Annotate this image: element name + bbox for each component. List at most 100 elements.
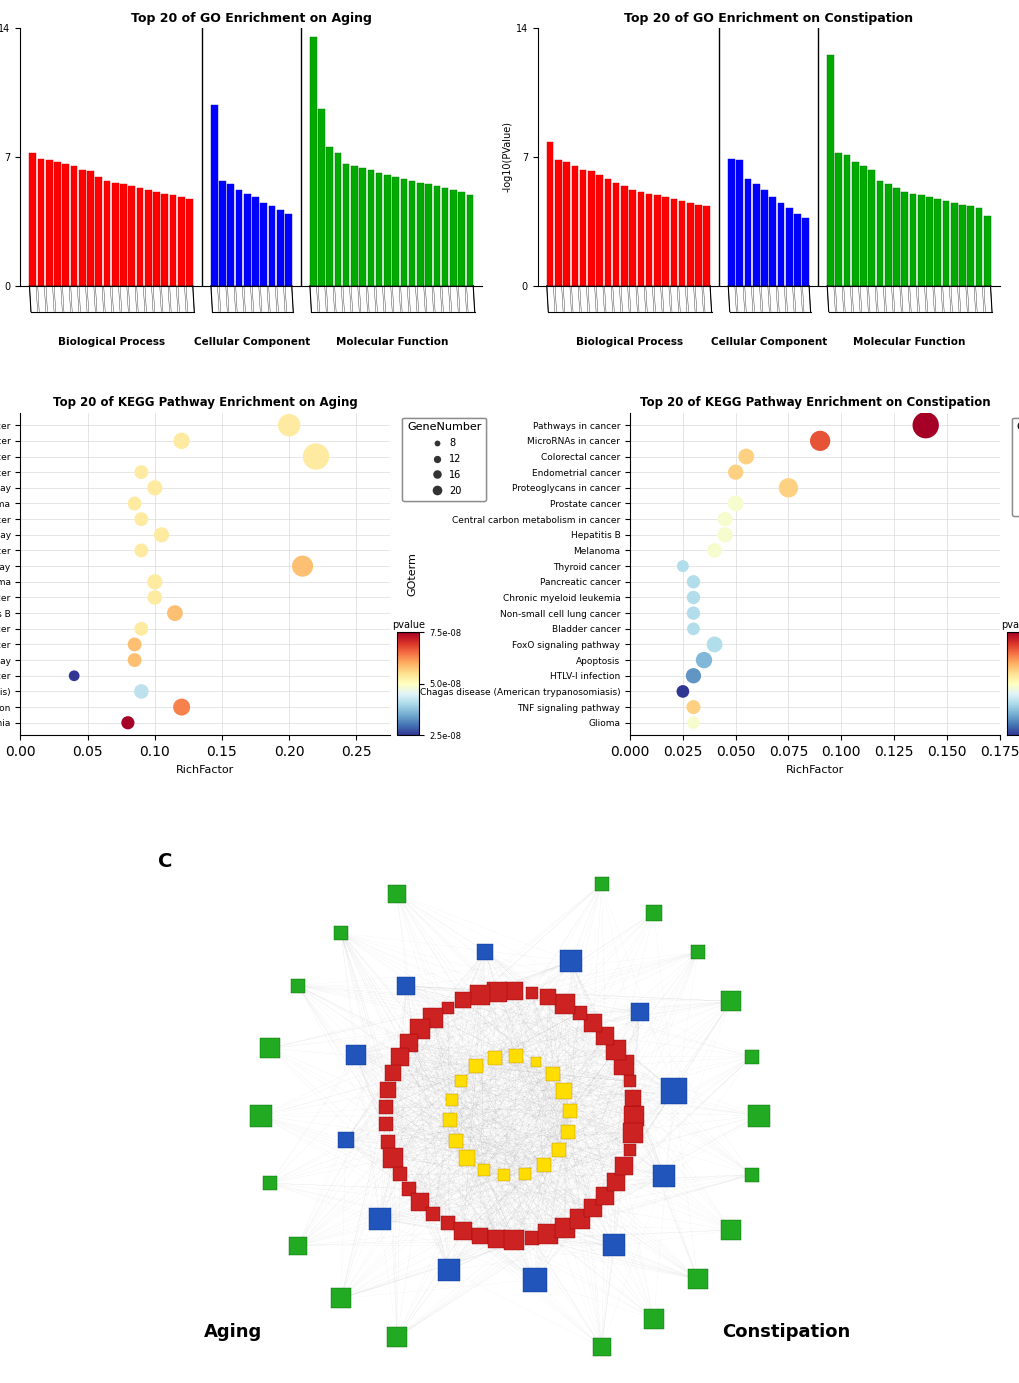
Point [391, 1046, 408, 1068]
Point [384, 1062, 400, 1084]
Point [119, 712, 136, 734]
Point [471, 1225, 487, 1247]
Bar [359, 167, 366, 286]
Point [674, 680, 690, 703]
Point [685, 571, 701, 593]
Point [706, 633, 722, 656]
Bar [752, 184, 759, 286]
Bar [867, 170, 874, 286]
Bar [227, 184, 233, 286]
Point [380, 1130, 396, 1152]
Point [441, 1259, 458, 1281]
Point [685, 602, 701, 624]
Bar [285, 214, 291, 286]
Bar [776, 203, 784, 286]
Bar [211, 105, 217, 286]
Point [738, 445, 754, 467]
Bar [318, 109, 324, 286]
Bar [596, 176, 602, 286]
Bar [186, 199, 193, 286]
Point [517, 1163, 533, 1185]
Point [596, 1025, 612, 1047]
Point [743, 1046, 759, 1068]
Point [332, 922, 348, 945]
Bar [137, 188, 143, 286]
Point [126, 649, 143, 671]
Point [384, 1147, 400, 1169]
Point [727, 492, 743, 514]
Text: Biological Process: Biological Process [575, 337, 682, 347]
Bar [678, 201, 685, 286]
Point [253, 1105, 269, 1127]
Bar [145, 189, 152, 286]
Bar [96, 177, 102, 286]
Bar [433, 187, 440, 286]
Bar [219, 181, 225, 286]
Point [459, 1147, 475, 1169]
Point [289, 1235, 306, 1257]
Point [439, 1213, 455, 1235]
Bar [695, 205, 701, 286]
Point [454, 989, 471, 1011]
Point [561, 950, 578, 972]
Point [133, 539, 150, 561]
Title: Top 20 of KEGG Pathway Enrichment on Constipation: Top 20 of KEGG Pathway Enrichment on Con… [639, 396, 989, 409]
Point [685, 618, 701, 640]
Point [716, 508, 733, 530]
Point [614, 1155, 631, 1177]
Point [153, 524, 169, 546]
Bar [177, 198, 184, 286]
Point [280, 414, 297, 436]
Text: Cellular Component: Cellular Component [710, 337, 826, 347]
Text: Biological Process: Biological Process [58, 337, 165, 347]
Point [722, 1218, 739, 1241]
Point [372, 1209, 388, 1231]
Point [412, 1191, 428, 1213]
Bar [794, 214, 800, 286]
Bar [621, 187, 627, 286]
Point [388, 1326, 405, 1348]
Bar [744, 178, 751, 286]
Point [412, 1018, 428, 1040]
Title: Top 20 of GO Enrichment on Aging: Top 20 of GO Enrichment on Aging [130, 12, 371, 25]
Bar [310, 37, 316, 286]
Point [625, 1122, 641, 1144]
Point [585, 1198, 601, 1220]
Point [727, 461, 743, 483]
Bar [425, 184, 432, 286]
Point [166, 602, 182, 624]
Point [289, 975, 306, 997]
Point [133, 508, 150, 530]
Bar [728, 159, 734, 286]
Point [685, 586, 701, 609]
Bar [120, 184, 126, 286]
Point [439, 997, 455, 1019]
Point [347, 1044, 364, 1066]
Bar [851, 162, 858, 286]
Bar [417, 183, 423, 286]
Point [133, 618, 150, 640]
Point [540, 986, 556, 1008]
Point [535, 1153, 551, 1176]
Point [561, 1099, 578, 1122]
Title: Top 20 of KEGG Pathway Enrichment on Aging: Top 20 of KEGG Pathway Enrichment on Agi… [53, 396, 358, 409]
Bar [153, 192, 160, 286]
Point [716, 524, 733, 546]
Bar [351, 166, 358, 286]
Bar [983, 216, 989, 286]
Point [425, 1203, 441, 1225]
Bar [104, 181, 110, 286]
Bar [637, 192, 643, 286]
Point [388, 882, 405, 904]
Bar [326, 148, 332, 286]
Point [604, 1234, 621, 1256]
Point [441, 1109, 458, 1131]
Point [332, 1288, 348, 1310]
Point [593, 1336, 609, 1358]
Point [550, 1140, 567, 1162]
Text: C: C [158, 852, 172, 871]
Point [689, 1268, 705, 1290]
Bar [169, 195, 176, 286]
Bar [367, 170, 374, 286]
Bar [384, 176, 390, 286]
